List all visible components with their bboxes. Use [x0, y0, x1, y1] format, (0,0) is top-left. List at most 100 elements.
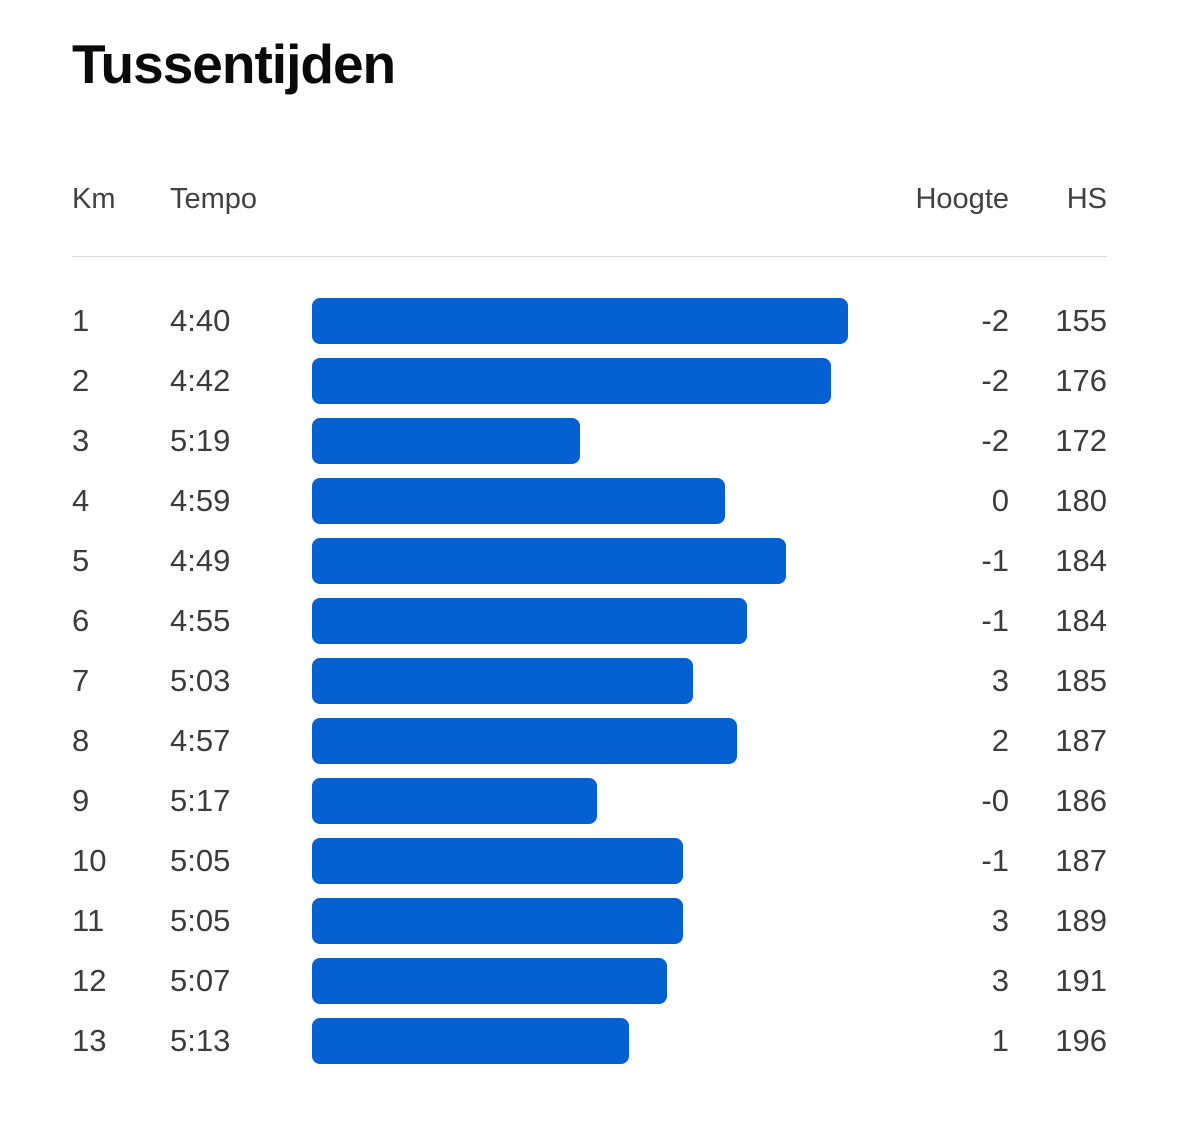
header-hs: HS: [1066, 182, 1107, 215]
table-row: 13 5:13 1 196: [72, 1011, 1107, 1071]
hoogte-value: 1: [991, 1022, 1009, 1058]
hoogte-value: -1: [981, 842, 1009, 878]
pace-bar: [312, 657, 694, 704]
km-value: 8: [72, 722, 90, 758]
pace-bar: [312, 837, 683, 884]
tempo-value: 5:07: [170, 962, 231, 998]
km-value: 2: [72, 362, 90, 398]
tempo-value: 5:13: [170, 1022, 231, 1058]
hoogte-value: -2: [981, 362, 1009, 398]
tempo-value: 4:49: [170, 542, 231, 578]
km-value: 4: [72, 482, 90, 518]
table-row: 10 5:05 -1 187: [72, 831, 1107, 891]
header-hoogte: Hoogte: [915, 182, 1009, 215]
table-row: 9 5:17 -0 186: [72, 771, 1107, 831]
hoogte-value: -1: [981, 542, 1009, 578]
pace-bar: [312, 597, 748, 644]
km-value: 9: [72, 782, 90, 818]
pace-bar-track: [312, 897, 848, 944]
pace-bar: [312, 297, 848, 344]
pace-bar-track: [312, 417, 848, 464]
hoogte-value: -2: [981, 422, 1009, 458]
header-km: Km: [72, 182, 116, 215]
km-value: 6: [72, 602, 90, 638]
tempo-value: 5:19: [170, 422, 231, 458]
km-value: 12: [72, 962, 107, 998]
pace-bar-track: [312, 657, 848, 704]
tempo-value: 5:03: [170, 662, 231, 698]
pace-bar: [312, 1017, 629, 1064]
tempo-value: 4:55: [170, 602, 231, 638]
tempo-value: 4:57: [170, 722, 231, 758]
pace-bar: [312, 357, 831, 404]
pace-bar-track: [312, 297, 848, 344]
km-value: 11: [72, 902, 105, 938]
table-row: 8 4:57 2 187: [72, 711, 1107, 771]
tempo-value: 5:05: [170, 902, 231, 938]
splits-rows: 1 4:40 -2 155 2 4:42 -2 176 3 5:19 -2 17…: [72, 257, 1107, 1071]
hs-value: 185: [1055, 662, 1107, 698]
hs-value: 186: [1055, 782, 1107, 818]
hoogte-value: 3: [991, 962, 1009, 998]
table-row: 5 4:49 -1 184: [72, 531, 1107, 591]
hs-value: 187: [1055, 842, 1107, 878]
km-value: 1: [72, 302, 90, 338]
pace-bar-track: [312, 777, 848, 824]
hs-value: 187: [1055, 722, 1107, 758]
km-value: 3: [72, 422, 90, 458]
hoogte-value: 3: [991, 662, 1009, 698]
pace-bar: [312, 957, 667, 1004]
table-row: 6 4:55 -1 184: [72, 591, 1107, 651]
pace-bar: [312, 897, 683, 944]
pace-bar: [312, 477, 726, 524]
splits-section: Tussentijden Km Tempo Hoogte HS 1 4:40 -…: [72, 33, 1107, 1071]
hs-value: 189: [1055, 902, 1107, 938]
splits-header: Km Tempo Hoogte HS: [72, 183, 1107, 257]
hoogte-value: -0: [981, 782, 1009, 818]
hs-value: 176: [1055, 362, 1107, 398]
tempo-value: 4:59: [170, 482, 231, 518]
table-row: 2 4:42 -2 176: [72, 351, 1107, 411]
tempo-value: 5:17: [170, 782, 231, 818]
hs-value: 172: [1055, 422, 1107, 458]
pace-bar: [312, 777, 598, 824]
hoogte-value: -1: [981, 602, 1009, 638]
pace-bar-track: [312, 717, 848, 764]
tempo-value: 4:40: [170, 302, 231, 338]
table-row: 4 4:59 0 180: [72, 471, 1107, 531]
pace-bar: [312, 417, 580, 464]
splits-table: Km Tempo Hoogte HS 1 4:40 -2 155 2 4:42 …: [72, 183, 1107, 1071]
pace-bar-track: [312, 597, 848, 644]
km-value: 10: [72, 842, 107, 878]
table-row: 3 5:19 -2 172: [72, 411, 1107, 471]
pace-bar: [312, 717, 738, 764]
hs-value: 191: [1055, 962, 1107, 998]
pace-bar-track: [312, 477, 848, 524]
page-title: Tussentijden: [72, 33, 396, 95]
hoogte-value: -2: [981, 302, 1009, 338]
pace-bar-track: [312, 357, 848, 404]
pace-bar-track: [312, 1017, 848, 1064]
table-row: 7 5:03 3 185: [72, 651, 1107, 711]
hs-value: 180: [1055, 482, 1107, 518]
hs-value: 155: [1055, 302, 1107, 338]
hs-value: 184: [1055, 542, 1107, 578]
table-row: 1 4:40 -2 155: [72, 291, 1107, 351]
hs-value: 196: [1055, 1022, 1107, 1058]
tempo-value: 4:42: [170, 362, 231, 398]
km-value: 7: [72, 662, 90, 698]
km-value: 5: [72, 542, 90, 578]
pace-bar: [312, 537, 786, 584]
header-tempo: Tempo: [170, 182, 258, 215]
pace-bar-track: [312, 537, 848, 584]
pace-bar-track: [312, 957, 848, 1004]
km-value: 13: [72, 1022, 107, 1058]
pace-bar-track: [312, 837, 848, 884]
hoogte-value: 0: [991, 482, 1009, 518]
hoogte-value: 2: [991, 722, 1009, 758]
hs-value: 184: [1055, 602, 1107, 638]
hoogte-value: 3: [991, 902, 1009, 938]
table-row: 12 5:07 3 191: [72, 951, 1107, 1011]
table-row: 11 5:05 3 189: [72, 891, 1107, 951]
tempo-value: 5:05: [170, 842, 231, 878]
